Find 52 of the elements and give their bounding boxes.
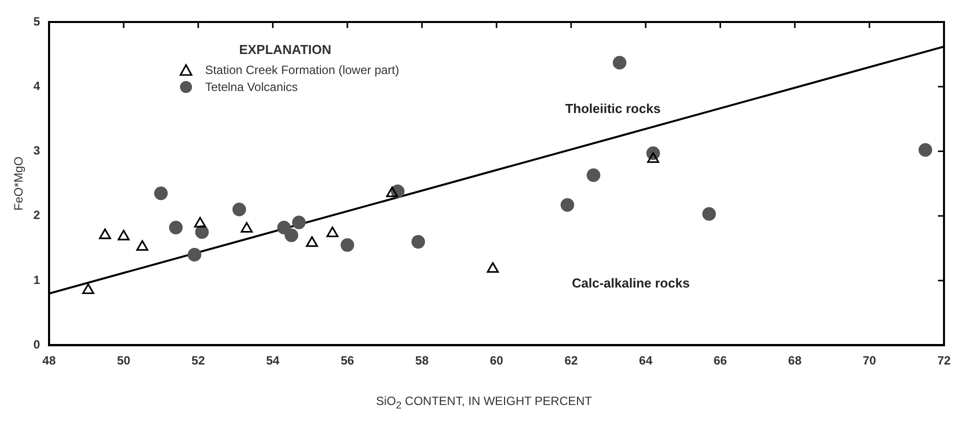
point [169,220,183,234]
point [702,207,716,221]
annotation: Tholeiitic rocks [565,100,661,116]
point [647,152,660,163]
x-tick-label: 56 [340,354,354,368]
x-tick-label: 62 [564,354,578,368]
x-tick-label: 54 [266,354,280,368]
point [306,236,318,247]
x-tick-label: 48 [42,354,56,368]
point [277,220,291,234]
x-axis-title: SiO$_{2}$ CONTENT, IN WEIGHT PERCENT [374,394,594,412]
point [232,202,246,216]
legend-label: Station Creek Formation (lower part) [205,63,400,77]
y-tick-label: 5 [33,14,40,28]
point [240,222,253,233]
y-tick-label: 1 [33,272,40,287]
y-tick-label: 0 [33,338,40,352]
y-tick-label: 4 [33,78,40,93]
point [411,234,426,249]
point [560,198,574,212]
annotation: Calc-alkaline rocks [572,275,690,290]
point [386,186,398,198]
x-tick-label: 58 [415,354,429,368]
x-tick-label: 68 [788,354,802,368]
x-tick-label: 66 [714,354,728,368]
x-tick-label: 70 [862,354,876,368]
point [82,283,94,294]
x-tick-label: 64 [639,354,653,368]
x-tick-label: 50 [116,354,131,368]
point [292,216,306,230]
point [99,228,112,240]
point [136,240,148,251]
point [194,216,206,228]
point [340,238,354,252]
point [586,168,600,182]
point [284,228,298,242]
y-tick-label: 3 [33,144,40,158]
y-tick-label: 2 [33,208,40,222]
y-axis-title: FeO*MgO [12,156,26,211]
legend-label: Tetelna Volcanics [205,80,298,94]
point [154,186,168,200]
point [195,225,209,239]
legend-title: EXPLANATION [239,42,332,57]
point [326,226,338,238]
x-tick-label: 60 [490,354,504,368]
point [612,56,626,70]
x-tick-label: 52 [192,354,206,368]
point [118,230,130,240]
point [486,262,499,273]
x-tick-label: 72 [937,354,951,368]
point [918,143,932,157]
point [188,248,202,262]
